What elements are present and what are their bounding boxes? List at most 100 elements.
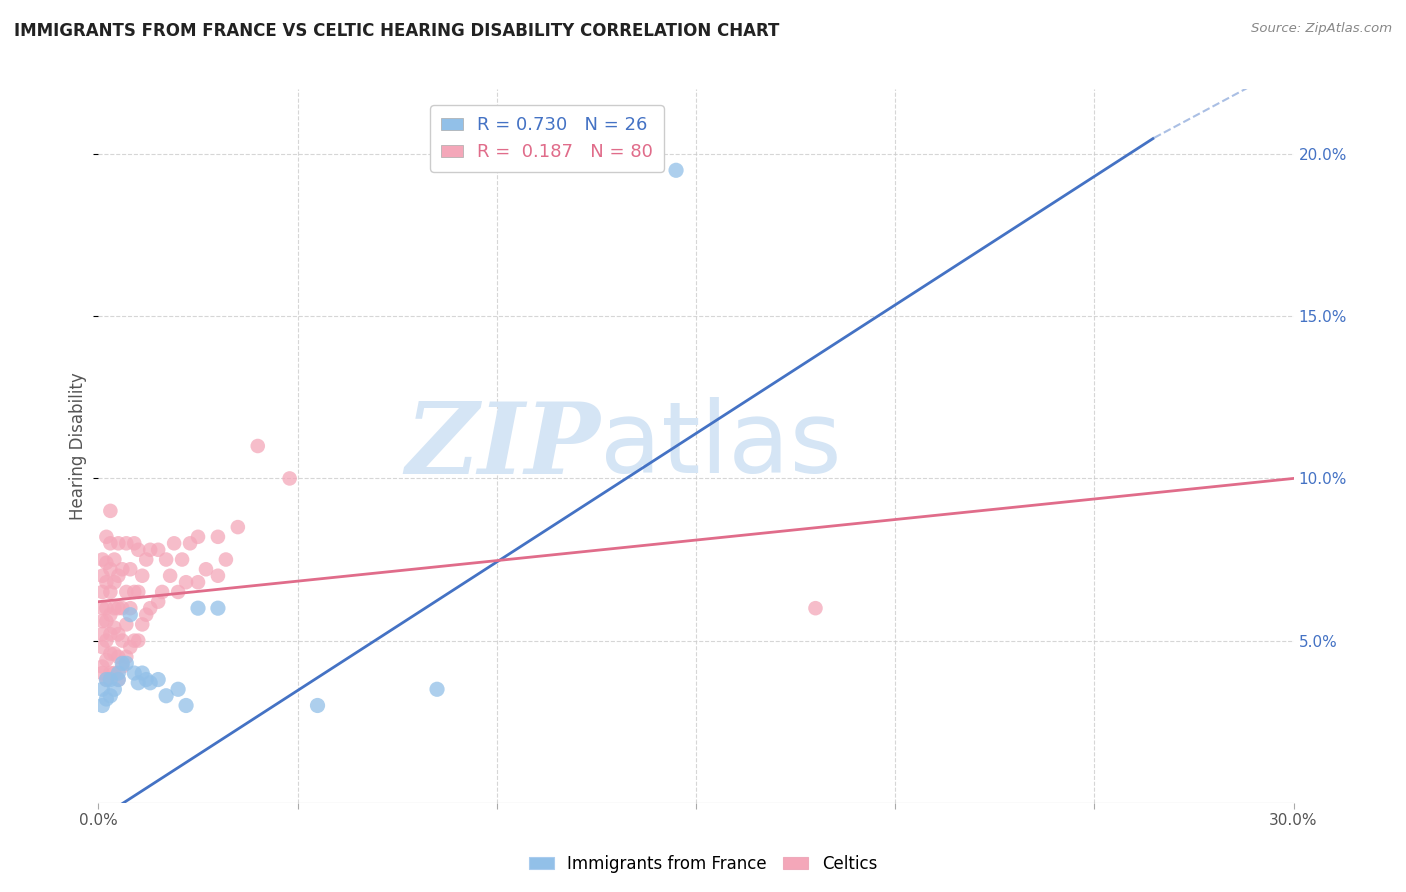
Point [107,627,129,641]
Point [124,585,146,599]
Point [131,568,153,582]
Point [100,504,122,518]
Point [139,675,162,690]
Point [107,649,129,664]
Point [111,601,134,615]
Point [103,621,125,635]
Point [127,633,149,648]
Point [96,601,118,615]
Point [187,601,209,615]
Point [107,666,129,681]
Point [91,698,114,713]
Point [91,682,114,697]
Point [107,536,129,550]
Point [91,552,114,566]
Point [96,633,118,648]
Point [150,585,173,599]
Point [96,556,118,570]
Text: atlas: atlas [600,398,842,494]
Text: IMMIGRANTS FROM FRANCE VS CELTIC HEARING DISABILITY CORRELATION CHART: IMMIGRANTS FROM FRANCE VS CELTIC HEARING… [14,22,779,40]
Point [124,666,146,681]
Point [135,607,157,622]
Point [111,633,134,648]
Point [100,607,122,622]
Point [91,568,114,582]
Point [172,552,194,566]
Point [135,552,157,566]
Point [174,698,197,713]
Point [131,666,153,681]
Point [159,568,181,582]
Point [107,568,129,582]
Point [207,530,229,544]
Point [115,617,138,632]
Point [107,601,129,615]
Text: ZIP: ZIP [405,398,600,494]
Point [91,640,114,654]
Point [148,595,170,609]
Point [115,585,138,599]
Point [124,536,146,550]
Point [167,682,190,697]
Point [127,542,149,557]
Point [127,585,149,599]
Point [96,673,118,687]
Point [96,530,118,544]
Point [139,601,162,615]
Point [103,552,125,566]
Legend: R = 0.730   N = 26, R =  0.187   N = 80: R = 0.730 N = 26, R = 0.187 N = 80 [430,105,664,172]
Point [804,601,827,615]
Point [135,673,157,687]
Point [107,673,129,687]
Point [107,673,129,687]
Point [246,439,269,453]
Point [187,575,209,590]
Y-axis label: Hearing Disability: Hearing Disability [69,372,87,520]
Point [91,666,114,681]
Point [120,640,142,654]
Point [96,653,118,667]
Point [91,659,114,673]
Point [139,542,162,557]
Point [96,614,118,628]
Point [91,614,114,628]
Point [120,607,142,622]
Point [100,673,122,687]
Point [278,471,301,485]
Point [155,552,177,566]
Point [148,542,170,557]
Point [103,666,125,681]
Point [100,562,122,576]
Point [96,692,118,706]
Point [148,673,170,687]
Point [111,657,134,671]
Point [207,601,229,615]
Point [120,601,142,615]
Point [174,575,197,590]
Point [124,633,146,648]
Point [100,536,122,550]
Point [115,536,138,550]
Point [100,627,122,641]
Point [120,562,142,576]
Point [179,536,201,550]
Point [163,536,186,550]
Point [307,698,329,713]
Point [131,617,153,632]
Point [226,520,249,534]
Point [215,552,238,566]
Point [187,530,209,544]
Point [103,601,125,615]
Point [103,575,125,590]
Point [155,689,177,703]
Point [91,627,114,641]
Point [103,647,125,661]
Legend: Immigrants from France, Celtics: Immigrants from France, Celtics [522,848,884,880]
Point [167,585,190,599]
Point [100,666,122,681]
Point [111,659,134,673]
Point [103,682,125,697]
Point [127,675,149,690]
Point [91,601,114,615]
Point [100,585,122,599]
